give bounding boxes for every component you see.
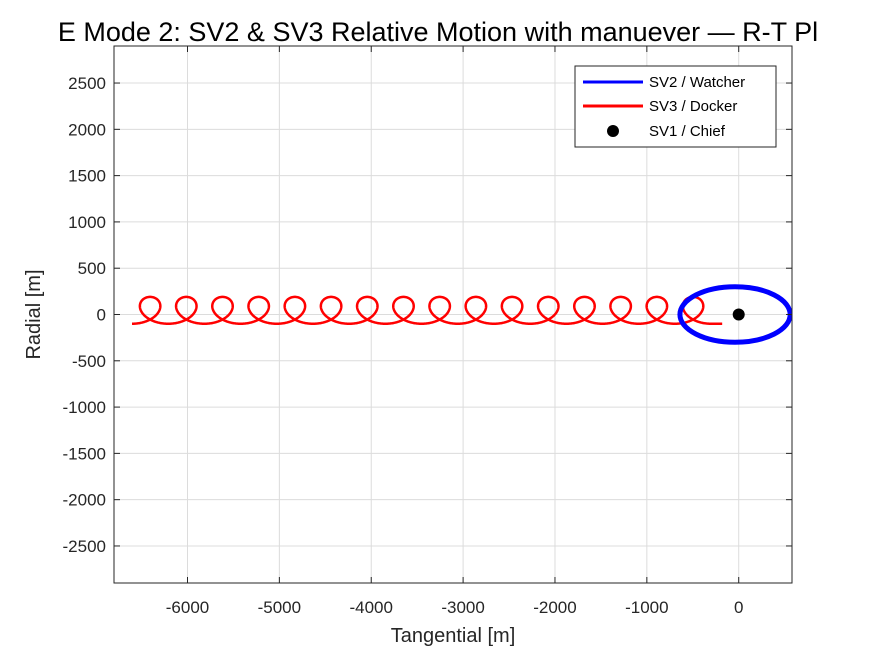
legend-label-sv1-chief: SV1 / Chief <box>649 123 726 140</box>
y-tick-label: -1500 <box>63 444 106 463</box>
tick-labels: -6000 -5000 -4000 -3000 -2000 -1000 0250020001… <box>63 74 744 617</box>
y-tick-label: 1000 <box>68 213 106 232</box>
y-tick-label: 2500 <box>68 74 106 93</box>
y-tick-label: -500 <box>72 352 106 371</box>
chart-title: E Mode 2: SV2 & SV3 Relative Motion with… <box>58 17 818 47</box>
y-tick-label: -2500 <box>63 537 106 556</box>
x-tick-label: -3000 <box>441 598 484 617</box>
x-tick-label: -1000 <box>625 598 668 617</box>
x-tick-label: 0 <box>734 598 743 617</box>
legend: SV2 / Watcher SV3 / Docker SV1 / Chief <box>574 65 777 148</box>
x-tick-label: -4000 <box>349 598 392 617</box>
y-tick-label: 500 <box>78 259 106 278</box>
x-tick-label: -5000 <box>258 598 301 617</box>
x-tick-label: -6000 <box>166 598 209 617</box>
ticks <box>114 46 792 583</box>
x-axis-label: Tangential [m] <box>391 625 516 647</box>
y-tick-label: -2000 <box>63 491 106 510</box>
y-axis-label: Radial [m] <box>23 269 45 359</box>
legend-label-sv2-watcher: SV2 / Watcher <box>649 74 745 91</box>
x-tick-label: -2000 <box>533 598 576 617</box>
legend-marker-sv1-chief <box>607 125 619 137</box>
y-tick-label: 1500 <box>68 167 106 186</box>
y-tick-label: 0 <box>97 306 106 325</box>
legend-label-sv3-docker: SV3 / Docker <box>649 98 737 115</box>
y-tick-label: -1000 <box>63 398 106 417</box>
sv1-chief-marker <box>732 308 745 321</box>
sv3-docker-trajectory <box>131 295 723 326</box>
y-tick-label: 2000 <box>68 120 106 139</box>
